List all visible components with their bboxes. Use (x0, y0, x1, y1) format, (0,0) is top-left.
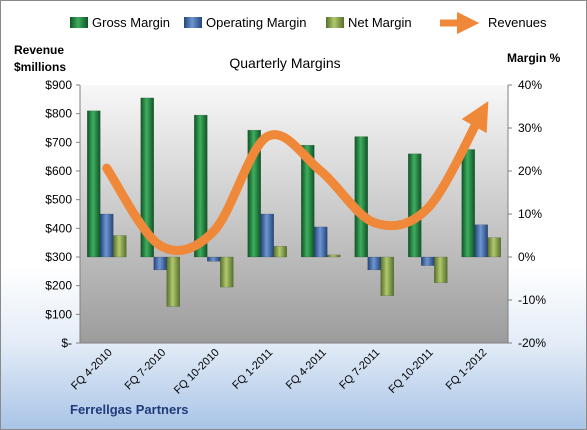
left-axis-title-line1: Revenue (14, 43, 64, 57)
bar-gross-margin (461, 149, 475, 258)
right-tick-label: 40% (518, 78, 542, 92)
bar-gross-margin (87, 110, 101, 258)
x-tick-label: FQ 4-2011 (284, 347, 329, 392)
revenue-line (102, 101, 489, 256)
bar-operating-margin (314, 226, 328, 258)
revenue-line-series (102, 101, 489, 256)
left-tick-label: $200 (45, 279, 72, 293)
bar-gross-margin (301, 144, 315, 258)
legend-swatch-operating-margin (184, 17, 202, 28)
bar-net-margin (327, 254, 341, 258)
bar-operating-margin (367, 256, 381, 271)
left-tick-label: $600 (45, 164, 72, 178)
left-tick-label: $800 (45, 107, 72, 121)
chart-title: Quarterly Margins (229, 55, 340, 71)
bar-operating-margin (260, 213, 274, 258)
bar-net-margin (487, 237, 501, 258)
bar-net-margin (113, 235, 127, 258)
bar-operating-margin (100, 213, 114, 258)
bar-net-margin (273, 246, 287, 258)
x-tick-label: FQ 10-2011 (386, 347, 435, 396)
x-tick-label: FQ 1-2011 (230, 347, 275, 392)
bar-net-margin (220, 256, 234, 288)
bar-operating-margin (474, 224, 488, 258)
bar-operating-margin (207, 256, 221, 262)
x-axis-ticks: FQ 4-2010 FQ 7-2010 FQ 10-2010 FQ 1-2011 FQ … (69, 347, 489, 397)
left-tick-label: $900 (45, 78, 72, 92)
bar-net-margin (166, 256, 180, 307)
right-axis-ticks: -20% -10% 0% 10% 20% 30% 40% (508, 78, 546, 350)
left-tick-label: $500 (45, 193, 72, 207)
legend-label-operating-margin: Operating Margin (206, 15, 306, 30)
x-tick-label: FQ 7-2010 (123, 347, 169, 393)
footer-company-name: Ferrellgas Partners (70, 402, 189, 417)
bar-net-margin (434, 256, 448, 284)
left-tick-label: $- (61, 336, 72, 350)
legend-label-net-margin: Net Margin (348, 15, 412, 30)
x-tick-label: FQ 10-2010 (172, 347, 222, 397)
bar-gross-margin (408, 153, 422, 258)
right-tick-label: 10% (518, 207, 542, 221)
bar-operating-margin (153, 256, 167, 271)
left-tick-label: $400 (45, 221, 72, 235)
right-axis-title: Margin % (507, 51, 561, 65)
left-tick-label: $700 (45, 135, 72, 149)
legend-label-revenues: Revenues (488, 15, 547, 30)
legend-swatch-net-margin (326, 17, 344, 28)
right-tick-label: 30% (518, 121, 542, 135)
bar-net-margin (380, 256, 394, 296)
left-tick-label: $300 (45, 250, 72, 264)
left-axis-ticks: $- $100 $200 $300 $400 $500 $600 $700 $800 $900 (45, 78, 80, 350)
x-tick-label: FQ 7-2011 (337, 347, 382, 392)
left-axis-title-line2: $millions (14, 60, 66, 74)
right-tick-label: 0% (518, 250, 536, 264)
x-tick-label: FQ 1-2012 (444, 347, 490, 393)
right-tick-label: 20% (518, 164, 542, 178)
x-tick-label: FQ 4-2010 (69, 347, 115, 393)
right-tick-label: -20% (518, 336, 546, 350)
legend: Gross Margin Operating Margin Net Margin… (70, 11, 547, 35)
bar-operating-margin (421, 256, 435, 266)
right-tick-label: -10% (518, 293, 546, 307)
bar-gross-margin (354, 136, 368, 258)
bar-gross-margin (140, 97, 154, 258)
bar-gross-margin (194, 114, 208, 258)
legend-swatch-gross-margin (70, 17, 88, 28)
left-tick-label: $100 (45, 307, 72, 321)
legend-label-gross-margin: Gross Margin (92, 15, 170, 30)
